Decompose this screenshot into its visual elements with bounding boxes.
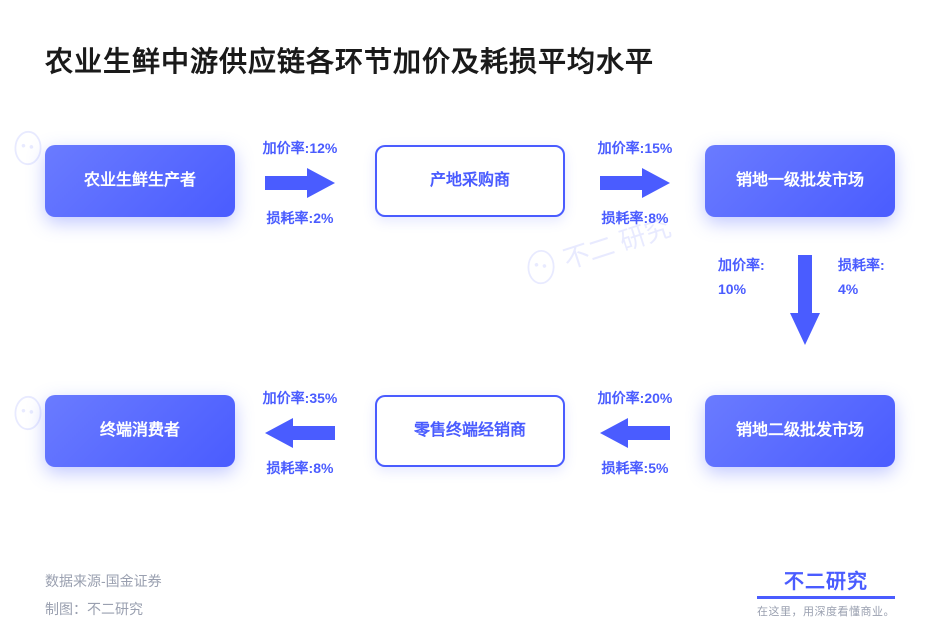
node-l2-wholesale: 销地二级批发市场: [705, 395, 895, 467]
arrow-2-markup: 加价率:15%: [598, 138, 673, 158]
arrow-3-loss-value: 4%: [838, 281, 858, 297]
arrow-3: 加价率: 10% 损耗率: 4%: [790, 255, 820, 345]
arrow-down-icon: [790, 255, 820, 345]
brand: 不二研究 在这里，用深度看懂商业。: [757, 565, 895, 619]
flowchart: 农业生鲜生产者 产地采购商 销地一级批发市场 销地二级批发市场 零售终端经销商 …: [45, 115, 895, 535]
watermark: [5, 390, 50, 435]
arrow-4-loss: 损耗率:5%: [602, 458, 669, 478]
arrow-5-loss: 损耗率:8%: [267, 458, 334, 478]
footer: 数据来源-国金证券 制图：不二研究 不二研究 在这里，用深度看懂商业。: [45, 563, 895, 619]
arrow-3-markup-value: 10%: [718, 281, 746, 297]
arrow-3-loss-label: 损耗率:: [838, 255, 885, 275]
arrow-5-markup: 加价率:35%: [263, 388, 338, 408]
arrow-left-icon: [265, 418, 335, 448]
brand-name: 不二研究: [757, 565, 895, 599]
page-title: 农业生鲜中游供应链各环节加价及耗损平均水平: [45, 40, 895, 80]
arrow-1-markup: 加价率:12%: [263, 138, 338, 158]
arrow-1-loss: 损耗率:2%: [267, 208, 334, 228]
arrow-4-markup: 加价率:20%: [598, 388, 673, 408]
arrow-left-icon: [600, 418, 670, 448]
arrow-3-markup-label: 加价率:: [718, 255, 765, 275]
arrow-2-loss: 损耗率:8%: [602, 208, 669, 228]
node-producer: 农业生鲜生产者: [45, 145, 235, 217]
node-l1-wholesale: 销地一级批发市场: [705, 145, 895, 217]
brand-slogan: 在这里，用深度看懂商业。: [757, 603, 895, 619]
node-retailer: 零售终端经销商: [375, 395, 565, 467]
arrow-2: 加价率:15% 损耗率:8%: [600, 168, 670, 198]
node-consumer: 终端消费者: [45, 395, 235, 467]
arrow-4: 加价率:20% 损耗率:5%: [600, 418, 670, 448]
arrow-5: 加价率:35% 损耗率:8%: [265, 418, 335, 448]
arrow-1: 加价率:12% 损耗率:2%: [265, 168, 335, 198]
arrow-right-icon: [265, 168, 335, 198]
node-origin-buyer: 产地采购商: [375, 145, 565, 217]
watermark: [5, 125, 50, 170]
arrow-right-icon: [600, 168, 670, 198]
